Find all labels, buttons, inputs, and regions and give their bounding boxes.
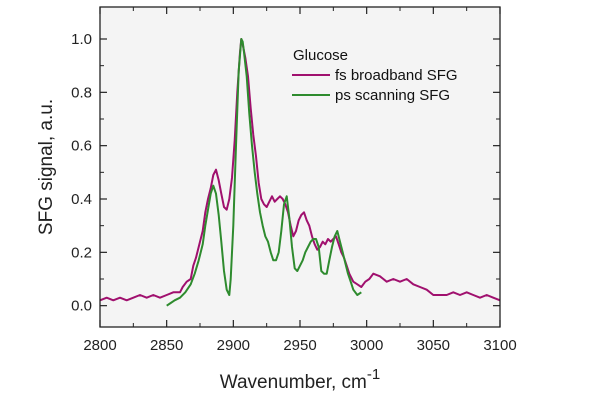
legend-label-ps-scanning: ps scanning SFG bbox=[335, 87, 450, 104]
legend-label-fs-broadband: fs broadband SFG bbox=[335, 67, 458, 84]
x-tick-label: 2850 bbox=[150, 337, 183, 354]
y-tick-label: 0.2 bbox=[71, 244, 92, 261]
series-line-fs-broadband bbox=[99, 38, 501, 302]
x-tick-label: 2900 bbox=[217, 337, 250, 354]
y-tick-label: 0.8 bbox=[71, 84, 92, 101]
x-tick-label: 3100 bbox=[483, 337, 516, 354]
x-axis-title-superscript: -1 bbox=[367, 366, 380, 383]
legend-title: Glucose bbox=[293, 47, 348, 64]
x-axis-title: Wavenumber, cm-1 bbox=[220, 366, 380, 393]
x-tick-label: 3000 bbox=[350, 337, 383, 354]
x-tick-label: 2950 bbox=[283, 337, 316, 354]
ticks-layer: 2800 2850 2900 2950 3000 3050 3100 0.0 0.2 0.4 0.6… bbox=[71, 7, 517, 354]
x-tick-label: 3050 bbox=[417, 337, 450, 354]
y-tick-label: 0.6 bbox=[71, 138, 92, 155]
series-line-ps-scanning bbox=[166, 38, 362, 307]
y-tick-label: 0.0 bbox=[71, 298, 92, 315]
legend: Glucose fs broadband SFG ps scanning SFG bbox=[292, 47, 458, 104]
series-layer bbox=[99, 38, 501, 307]
y-tick-label: 1.0 bbox=[71, 31, 92, 48]
y-tick-label: 0.4 bbox=[71, 191, 92, 208]
y-axis-title: SFG signal, a.u. bbox=[36, 99, 57, 235]
plot-area bbox=[100, 7, 500, 327]
x-tick-label: 2800 bbox=[83, 337, 116, 354]
